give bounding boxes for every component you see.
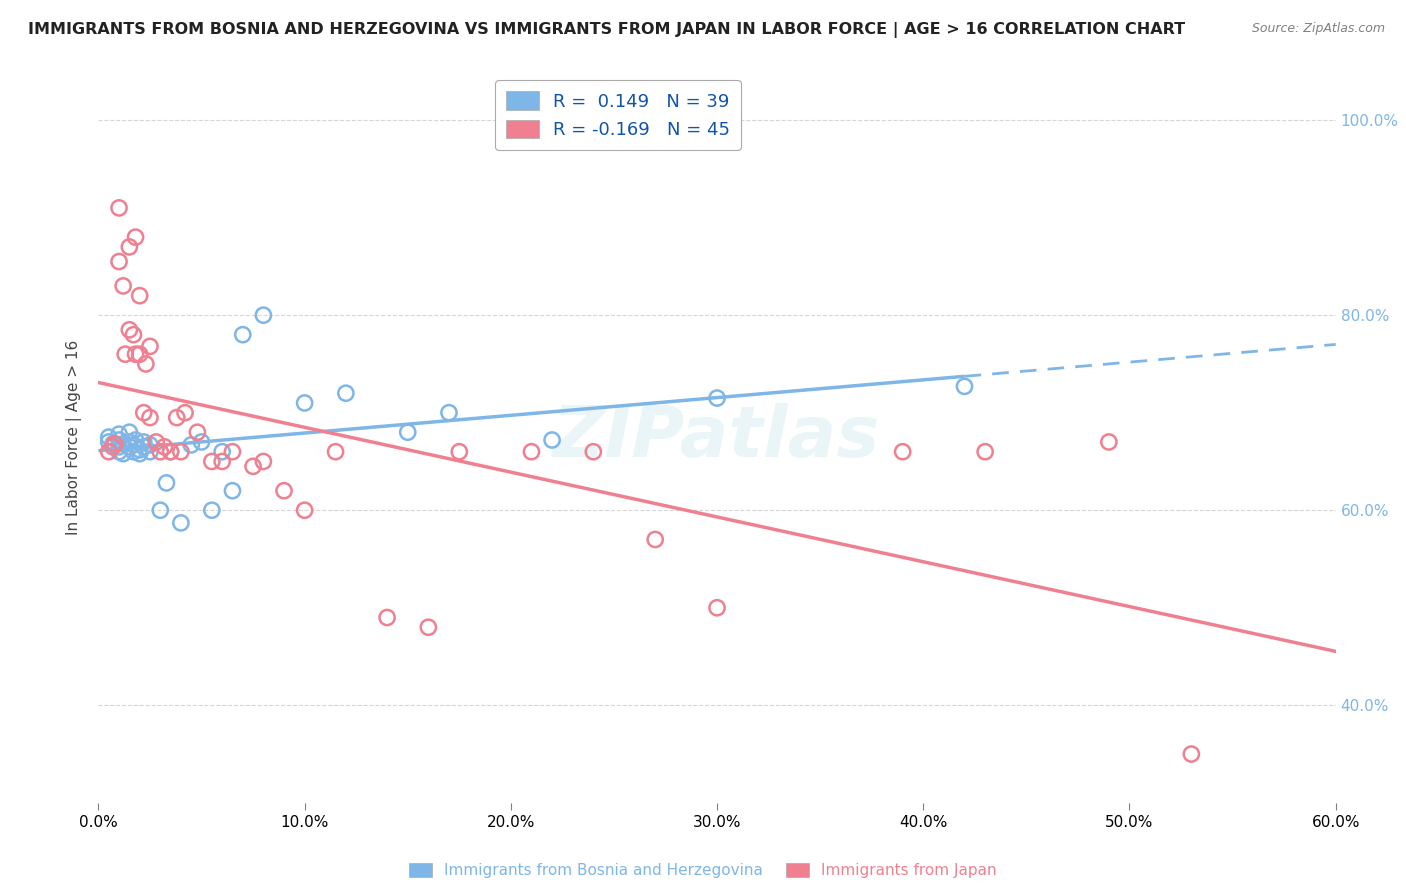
Point xyxy=(335,386,357,401)
Point xyxy=(396,425,419,440)
Point xyxy=(242,459,264,474)
Point xyxy=(132,406,155,420)
Point xyxy=(232,327,254,342)
Point xyxy=(132,440,155,454)
Point xyxy=(211,444,233,458)
Point xyxy=(325,444,347,458)
Point xyxy=(112,437,135,451)
Point xyxy=(418,620,440,634)
Point xyxy=(1180,747,1202,761)
Point xyxy=(145,434,167,449)
Point xyxy=(252,454,274,468)
Point xyxy=(252,308,274,322)
Point xyxy=(375,610,398,624)
Point xyxy=(644,533,666,547)
Point xyxy=(174,406,197,420)
Point xyxy=(112,447,135,461)
Point xyxy=(132,434,155,449)
Point xyxy=(159,444,181,458)
Point xyxy=(128,442,150,457)
Point xyxy=(170,516,193,530)
Point xyxy=(149,444,172,458)
Point xyxy=(101,437,124,451)
Point xyxy=(449,444,471,458)
Point xyxy=(108,433,131,447)
Point xyxy=(170,444,193,458)
Point xyxy=(953,379,976,393)
Point xyxy=(104,437,127,451)
Point xyxy=(139,410,162,425)
Point xyxy=(186,425,208,440)
Point xyxy=(128,288,150,302)
Point xyxy=(114,347,136,361)
Point xyxy=(211,454,233,468)
Point xyxy=(124,230,146,244)
Text: Source: ZipAtlas.com: Source: ZipAtlas.com xyxy=(1251,22,1385,36)
Point xyxy=(118,440,141,454)
Point xyxy=(437,406,460,420)
Point xyxy=(1098,434,1121,449)
Point xyxy=(124,433,146,447)
Point xyxy=(122,438,145,452)
Point xyxy=(155,475,177,490)
Point xyxy=(153,440,176,454)
Point xyxy=(108,444,131,458)
Legend: Immigrants from Bosnia and Herzegovina, Immigrants from Japan: Immigrants from Bosnia and Herzegovina, … xyxy=(404,857,1002,884)
Point xyxy=(118,240,141,254)
Point xyxy=(97,430,120,444)
Point xyxy=(541,433,564,447)
Point xyxy=(706,600,728,615)
Point xyxy=(221,483,243,498)
Point xyxy=(97,444,120,458)
Point xyxy=(149,503,172,517)
Point xyxy=(139,438,162,452)
Y-axis label: In Labor Force | Age > 16: In Labor Force | Age > 16 xyxy=(66,340,83,534)
Point xyxy=(180,438,202,452)
Point xyxy=(108,201,131,215)
Text: IMMIGRANTS FROM BOSNIA AND HERZEGOVINA VS IMMIGRANTS FROM JAPAN IN LABOR FORCE |: IMMIGRANTS FROM BOSNIA AND HERZEGOVINA V… xyxy=(28,22,1185,38)
Point xyxy=(118,425,141,440)
Point xyxy=(891,444,914,458)
Point xyxy=(166,410,188,425)
Point xyxy=(122,327,145,342)
Point xyxy=(201,454,224,468)
Point xyxy=(128,447,150,461)
Point xyxy=(139,444,162,458)
Point xyxy=(118,434,141,449)
Point xyxy=(135,357,157,371)
Point xyxy=(118,323,141,337)
Point xyxy=(101,440,124,454)
Point xyxy=(974,444,997,458)
Point xyxy=(97,434,120,449)
Point xyxy=(294,396,316,410)
Point xyxy=(108,254,131,268)
Point xyxy=(124,347,146,361)
Point xyxy=(294,503,316,517)
Point xyxy=(122,444,145,458)
Point xyxy=(128,347,150,361)
Point xyxy=(520,444,543,458)
Point xyxy=(139,339,162,353)
Point xyxy=(112,279,135,293)
Point xyxy=(201,503,224,517)
Point xyxy=(159,444,181,458)
Point xyxy=(706,391,728,405)
Point xyxy=(190,434,212,449)
Point xyxy=(108,427,131,442)
Point xyxy=(221,444,243,458)
Legend: R =  0.149   N = 39, R = -0.169   N = 45: R = 0.149 N = 39, R = -0.169 N = 45 xyxy=(495,80,741,150)
Point xyxy=(582,444,605,458)
Point xyxy=(108,440,131,454)
Text: ZIPatlas: ZIPatlas xyxy=(554,402,880,472)
Point xyxy=(273,483,295,498)
